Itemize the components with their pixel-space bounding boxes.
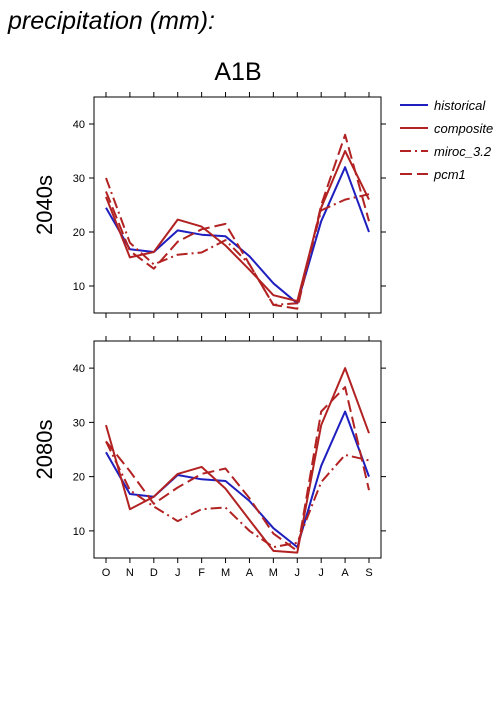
y-tick-label: 30 (73, 417, 85, 429)
x-tick-label: M (269, 567, 278, 579)
series-line-miroc-3-2 (105, 440, 370, 549)
legend-label: composite (434, 121, 493, 136)
legend-label: miroc_3.2 (434, 144, 492, 159)
legend-label: historical (434, 98, 486, 113)
panel-2040s: 2040s 10 20 30 40 (32, 92, 386, 318)
x-tick-label: J (175, 567, 181, 579)
plot-frame (93, 340, 382, 559)
x-tick-label: F (198, 567, 205, 579)
series-line-pcm1 (105, 386, 370, 552)
y-tick-label: 20 (73, 472, 85, 484)
legend: historical composite miroc_3.2 pcm1 (400, 98, 493, 182)
x-tick-label: S (365, 567, 372, 579)
x-tick-label: A (246, 567, 254, 579)
scenario-title: A1B (214, 58, 261, 86)
plot-frame (93, 96, 382, 314)
panel-2080s: 2080s 10 20 30 40 O N D J F M A M J J A S (32, 336, 386, 579)
panel-label: 2040s (32, 175, 57, 235)
series-line-miroc-3-2 (105, 177, 370, 306)
x-tick-label: D (150, 567, 158, 579)
page-heading: precipitation (mm): (7, 7, 215, 35)
x-tick-label: J (318, 567, 324, 579)
x-tick-label: A (341, 567, 349, 579)
x-tick-label: N (126, 567, 134, 579)
y-tick-label: 10 (73, 526, 85, 538)
x-tick-label: M (221, 567, 230, 579)
legend-label: pcm1 (433, 167, 466, 182)
y-tick-label: 40 (73, 363, 85, 375)
series-line-historical (105, 166, 370, 305)
panels: 2040s 10 20 30 40 2080s 10 20 30 40 O N D J F M A M J J A S (32, 92, 386, 579)
y-tick-label: 20 (73, 227, 85, 239)
panel-label: 2080s (32, 420, 57, 480)
y-tick-label: 10 (73, 281, 85, 293)
x-tick-label: J (295, 567, 301, 579)
y-tick-label: 30 (73, 173, 85, 185)
x-tick-label: O (102, 567, 111, 579)
y-tick-label: 40 (73, 119, 85, 131)
series-line-pcm1 (105, 133, 370, 310)
series-line-composite (105, 150, 370, 303)
series-line-historical (105, 410, 370, 549)
